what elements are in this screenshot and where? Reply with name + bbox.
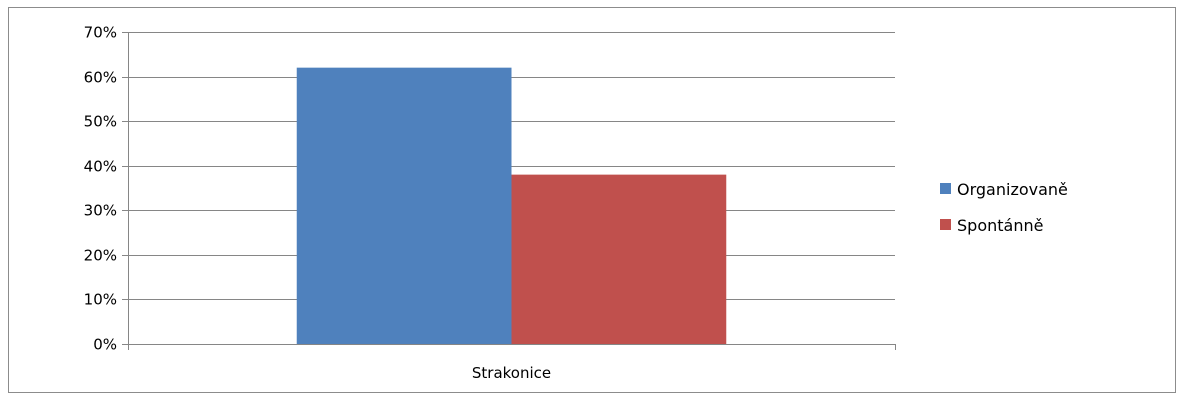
bar-spontanne	[511, 174, 727, 344]
bar-organizovane	[296, 67, 512, 345]
x-axis-category-labels: Strakonice	[472, 364, 551, 382]
y-tick-label: 60%	[84, 69, 117, 87]
x-category-label: Strakonice	[472, 364, 551, 382]
y-tick-label: 40%	[84, 158, 117, 176]
y-tick-label: 10%	[84, 291, 117, 309]
legend-label: Spontánně	[957, 216, 1043, 235]
y-tick-label: 20%	[84, 247, 117, 265]
x-axis-ticks	[128, 344, 896, 350]
bars	[296, 67, 727, 345]
y-tick-label: 70%	[84, 24, 117, 42]
y-tick-label: 30%	[84, 202, 117, 220]
legend-swatch	[940, 219, 951, 230]
legend-swatch	[940, 183, 951, 194]
y-tick-label: 0%	[93, 336, 117, 354]
y-axis-tick-labels: 0% 10% 20% 30% 40% 50% 60% 70%	[84, 24, 128, 354]
legend: Organizovaně Spontánně	[940, 180, 1068, 235]
legend-label: Organizovaně	[957, 180, 1068, 199]
y-tick-label: 50%	[84, 113, 117, 131]
